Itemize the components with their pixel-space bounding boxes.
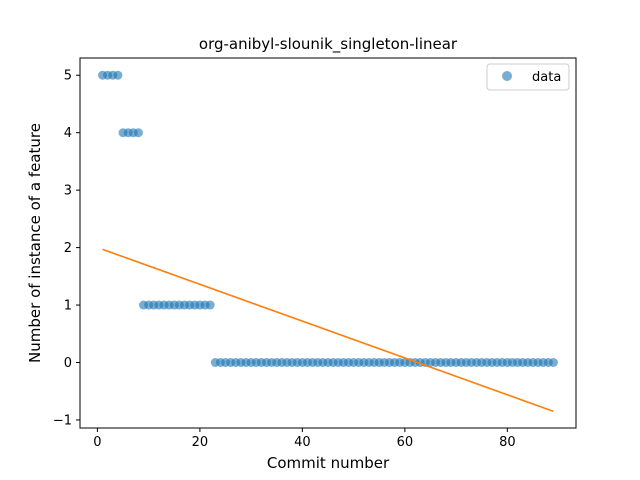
x-tick-label: 80	[499, 435, 516, 450]
y-tick-label: −1	[53, 413, 72, 428]
x-tick-label: 20	[192, 435, 209, 450]
x-tick-label: 60	[397, 435, 414, 450]
axes-frame	[79, 57, 577, 429]
y-tick-label: 5	[64, 69, 72, 84]
y-tick-label: 0	[64, 356, 72, 371]
data-point	[133, 128, 143, 138]
y-tick-label: 2	[64, 241, 72, 256]
plot-area	[98, 70, 558, 413]
x-tick-label: 40	[294, 435, 311, 450]
x-axis: 0 20 40 60 80	[93, 428, 516, 450]
y-axis-label: Number of instance of a feature	[26, 123, 44, 363]
data-point	[205, 300, 215, 310]
data-point	[113, 70, 123, 80]
y-axis: −1 0 1 2 3 4 5	[53, 69, 80, 428]
data-point	[548, 358, 558, 368]
y-tick-label: 1	[64, 299, 72, 314]
x-axis-label: Commit number	[267, 454, 390, 472]
y-tick-label: 4	[64, 126, 72, 141]
x-tick-label: 0	[93, 435, 101, 450]
legend-marker-data	[502, 71, 512, 81]
y-tick-label: 3	[64, 184, 72, 199]
chart-title: org-anibyl-slounik_singleton-linear	[199, 35, 458, 54]
fit-line	[102, 248, 554, 413]
legend-label-data: data	[532, 70, 561, 85]
legend: data	[486, 63, 570, 91]
legend-box	[486, 63, 570, 91]
